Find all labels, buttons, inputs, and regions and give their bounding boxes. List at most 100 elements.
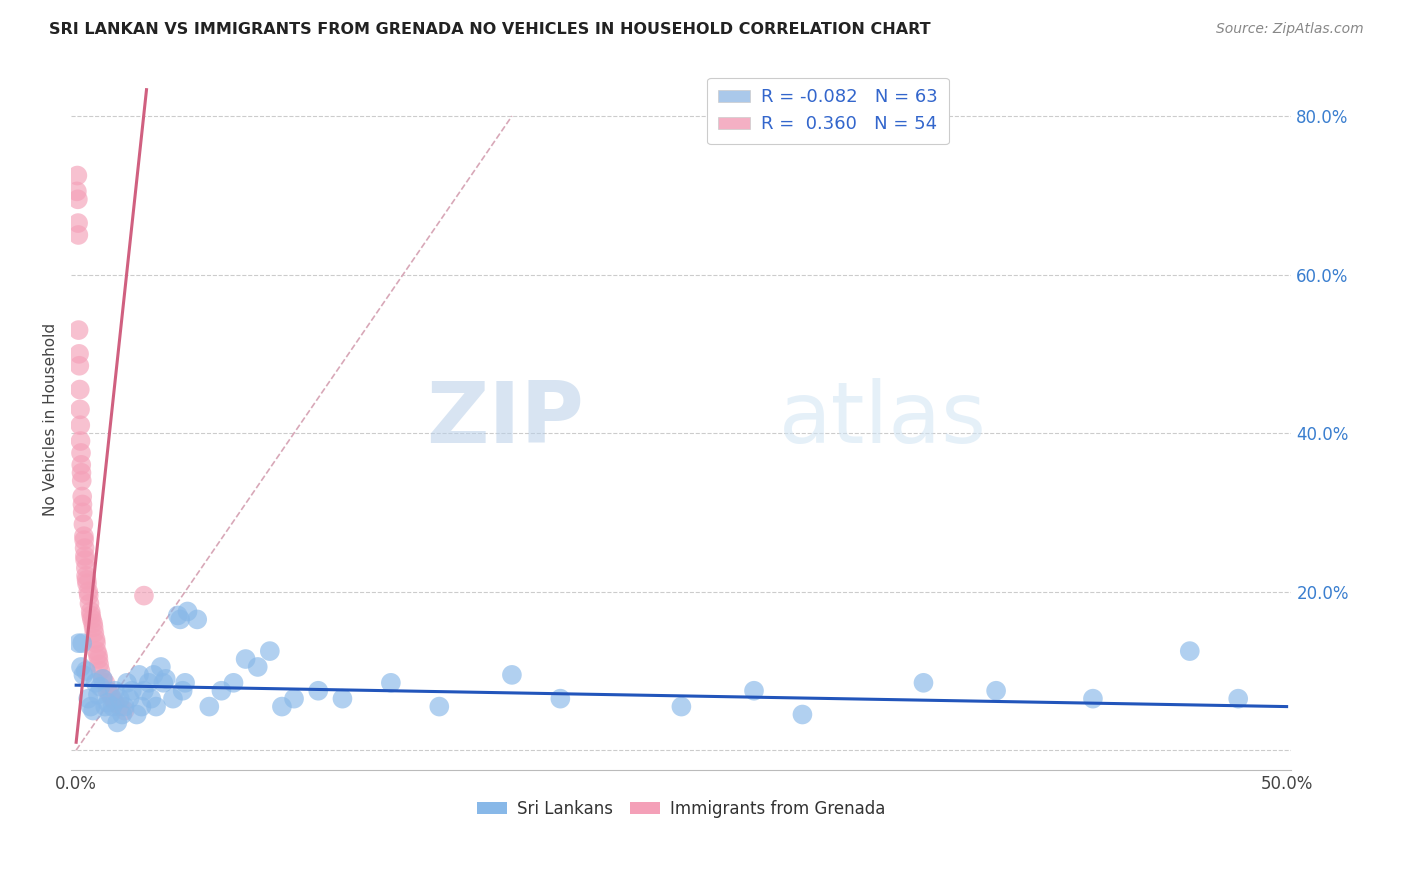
Point — [152, 675, 174, 690]
Point — [91, 672, 114, 686]
Y-axis label: No Vehicles in Household: No Vehicles in Household — [44, 323, 58, 516]
Point — [66, 169, 89, 183]
Point — [72, 668, 94, 682]
Point — [75, 664, 97, 678]
Point — [73, 533, 96, 548]
Point — [671, 699, 693, 714]
Text: Source: ZipAtlas.com: Source: ZipAtlas.com — [1216, 22, 1364, 37]
Point — [501, 668, 523, 682]
Point — [67, 323, 90, 337]
Point — [1227, 691, 1250, 706]
Point — [271, 699, 294, 714]
Point — [84, 636, 107, 650]
Point — [98, 688, 121, 702]
Point — [186, 612, 208, 626]
Point — [70, 474, 93, 488]
Point — [75, 569, 97, 583]
Point — [149, 660, 172, 674]
Point — [72, 517, 94, 532]
Point — [94, 675, 117, 690]
Point — [108, 699, 131, 714]
Point — [70, 490, 93, 504]
Point — [75, 553, 97, 567]
Point — [67, 347, 90, 361]
Point — [172, 683, 194, 698]
Point — [792, 707, 814, 722]
Point — [69, 402, 91, 417]
Point — [80, 608, 103, 623]
Point — [77, 691, 100, 706]
Point — [73, 541, 96, 555]
Point — [86, 644, 108, 658]
Point — [67, 227, 90, 242]
Point — [73, 549, 96, 563]
Point — [84, 632, 107, 647]
Point — [69, 418, 91, 433]
Point — [89, 664, 111, 678]
Point — [101, 691, 124, 706]
Point — [176, 605, 198, 619]
Point — [72, 498, 94, 512]
Point — [87, 652, 110, 666]
Point — [69, 383, 91, 397]
Point — [66, 192, 89, 206]
Point — [912, 675, 935, 690]
Point — [145, 699, 167, 714]
Point — [79, 597, 101, 611]
Point — [118, 691, 141, 706]
Point — [114, 699, 136, 714]
Point — [82, 616, 104, 631]
Text: SRI LANKAN VS IMMIGRANTS FROM GRENADA NO VEHICLES IN HOUSEHOLD CORRELATION CHART: SRI LANKAN VS IMMIGRANTS FROM GRENADA NO… — [49, 22, 931, 37]
Legend: Sri Lankans, Immigrants from Grenada: Sri Lankans, Immigrants from Grenada — [471, 794, 891, 825]
Point — [87, 648, 110, 662]
Point — [121, 683, 143, 698]
Point — [70, 446, 93, 460]
Point — [132, 683, 155, 698]
Point — [87, 688, 110, 702]
Point — [69, 434, 91, 448]
Point — [162, 691, 184, 706]
Point — [332, 691, 354, 706]
Text: ZIP: ZIP — [426, 377, 583, 461]
Point — [131, 699, 153, 714]
Point — [70, 466, 93, 480]
Point — [209, 683, 232, 698]
Point — [111, 707, 134, 722]
Point — [235, 652, 257, 666]
Point — [89, 657, 111, 672]
Point — [307, 683, 329, 698]
Point — [169, 612, 191, 626]
Point — [259, 644, 281, 658]
Point — [198, 699, 221, 714]
Point — [115, 675, 138, 690]
Point — [79, 605, 101, 619]
Point — [89, 680, 111, 694]
Point — [125, 707, 148, 722]
Point — [94, 699, 117, 714]
Point — [83, 625, 105, 640]
Point — [155, 672, 177, 686]
Point — [73, 529, 96, 543]
Point — [380, 675, 402, 690]
Point — [76, 573, 98, 587]
Point — [142, 668, 165, 682]
Point — [67, 636, 90, 650]
Point — [67, 216, 90, 230]
Point — [104, 696, 127, 710]
Point — [79, 699, 101, 714]
Point — [984, 683, 1007, 698]
Point — [141, 691, 163, 706]
Point — [84, 675, 107, 690]
Point — [105, 715, 128, 730]
Point — [742, 683, 765, 698]
Point — [70, 636, 93, 650]
Point — [104, 683, 127, 698]
Point — [101, 699, 124, 714]
Point — [1178, 644, 1201, 658]
Point — [77, 589, 100, 603]
Point — [76, 576, 98, 591]
Point — [83, 620, 105, 634]
Point — [427, 699, 450, 714]
Text: atlas: atlas — [779, 377, 987, 461]
Point — [283, 691, 305, 706]
